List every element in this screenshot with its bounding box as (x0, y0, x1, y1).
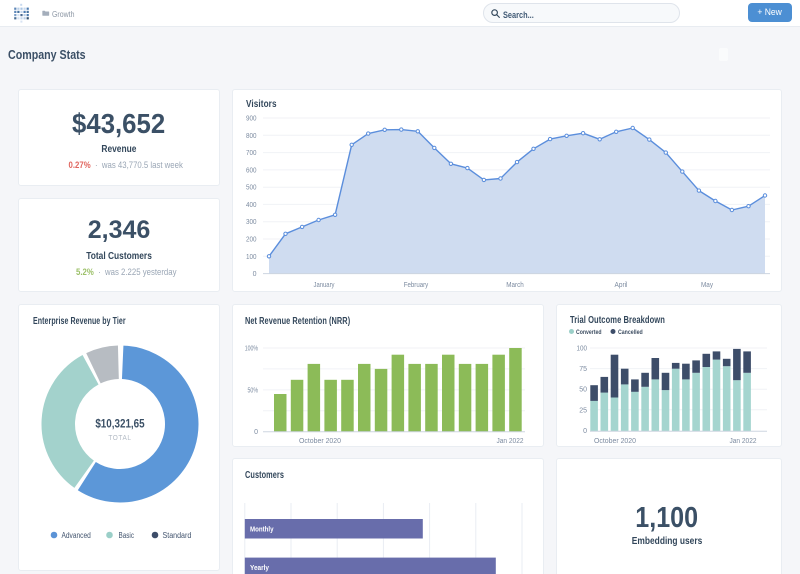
svg-text:500: 500 (246, 185, 257, 192)
svg-text:TOTAL: TOTAL (108, 435, 131, 443)
svg-text:200: 200 (246, 237, 257, 244)
svg-text:Standard: Standard (163, 531, 192, 540)
svg-text:Basic: Basic (119, 531, 135, 540)
svg-text:October 2020: October 2020 (299, 438, 341, 445)
svg-text:25: 25 (579, 407, 587, 414)
svg-text:800: 800 (246, 133, 257, 140)
svg-text:Jan 2022: Jan 2022 (497, 438, 524, 445)
svg-text:0: 0 (583, 428, 587, 435)
svg-text:50%: 50% (248, 387, 259, 394)
svg-text:100: 100 (246, 254, 257, 261)
svg-text:April: April (615, 282, 628, 289)
svg-text:February: February (404, 282, 429, 289)
svg-text:March: March (506, 282, 524, 289)
svg-text:100%: 100% (245, 346, 258, 353)
svg-text:50: 50 (579, 387, 587, 394)
svg-text:Jan 2022: Jan 2022 (730, 438, 757, 445)
svg-text:Converted: Converted (576, 329, 602, 336)
svg-text:100: 100 (577, 346, 588, 353)
svg-text:January: January (314, 282, 335, 289)
svg-text:May: May (701, 282, 713, 289)
svg-text:700: 700 (246, 150, 257, 157)
svg-text:$10,321,65: $10,321,65 (95, 418, 144, 431)
svg-text:600: 600 (246, 167, 257, 174)
svg-text:900: 900 (246, 116, 257, 123)
svg-text:October 2020: October 2020 (594, 438, 636, 445)
svg-text:400: 400 (246, 202, 257, 209)
svg-text:Yearly: Yearly (250, 563, 270, 572)
svg-text:Advanced: Advanced (62, 531, 91, 540)
svg-text:Monthly: Monthly (250, 525, 274, 534)
svg-text:300: 300 (246, 219, 257, 226)
svg-text:0: 0 (253, 271, 257, 278)
svg-text:Cancelled: Cancelled (618, 329, 643, 336)
svg-text:75: 75 (579, 366, 587, 373)
svg-text:0: 0 (254, 429, 258, 436)
